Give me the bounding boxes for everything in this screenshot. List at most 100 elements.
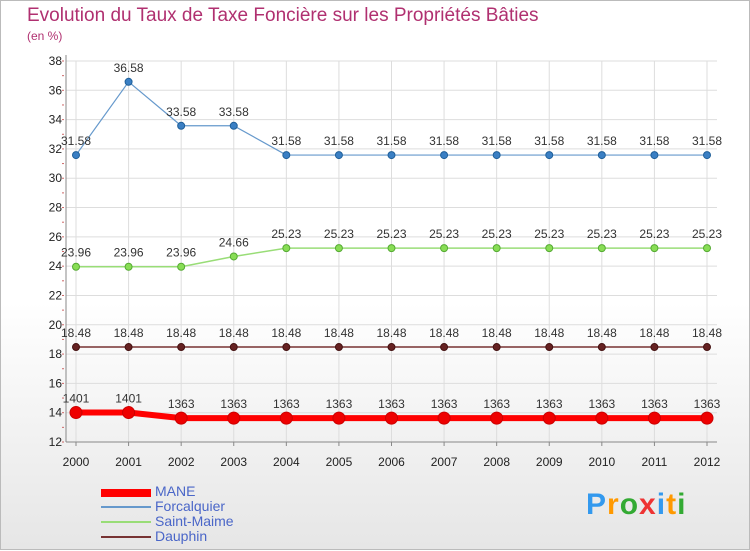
data-label: 1363 bbox=[694, 397, 721, 411]
x-tick-label: 2000 bbox=[63, 455, 90, 469]
data-point bbox=[545, 343, 554, 352]
data-point bbox=[229, 252, 238, 261]
y-tick-label: 14 bbox=[49, 406, 63, 420]
legend-swatch bbox=[101, 536, 151, 538]
data-point bbox=[227, 411, 241, 425]
logo-letter: i bbox=[677, 488, 687, 521]
data-label: 33.58 bbox=[219, 105, 249, 119]
data-label: 18.48 bbox=[324, 326, 354, 340]
data-label: 31.58 bbox=[482, 134, 512, 148]
data-point bbox=[597, 343, 606, 352]
logo-letter: r bbox=[607, 488, 620, 521]
data-point bbox=[229, 121, 238, 130]
data-point bbox=[647, 411, 661, 425]
data-label: 1363 bbox=[431, 397, 458, 411]
data-point bbox=[72, 343, 80, 352]
data-point bbox=[334, 151, 343, 160]
data-label: 24.66 bbox=[219, 235, 249, 249]
data-label: 25.23 bbox=[324, 227, 354, 241]
data-point bbox=[282, 151, 291, 160]
data-point bbox=[492, 151, 501, 160]
data-point bbox=[650, 343, 659, 352]
data-label: 1401 bbox=[115, 392, 142, 406]
x-tick-label: 2001 bbox=[115, 455, 142, 469]
legend-label: MANE bbox=[155, 483, 196, 499]
y-tick-label: 16 bbox=[49, 376, 63, 390]
y-tick-label: 26 bbox=[49, 230, 63, 244]
data-point bbox=[332, 411, 346, 425]
legend-label: Saint-Maime bbox=[155, 513, 234, 529]
data-label: 25.23 bbox=[639, 227, 669, 241]
data-point bbox=[124, 77, 133, 86]
y-tick-label: 22 bbox=[49, 288, 63, 302]
data-labels: 31.58 36.58 33.58 33.58 31.58 31.58 31.58 31.58… bbox=[61, 61, 722, 411]
data-label: 18.48 bbox=[271, 326, 301, 340]
data-point bbox=[279, 411, 293, 425]
data-point bbox=[177, 343, 186, 352]
x-tick-label: 2002 bbox=[168, 455, 195, 469]
legend-label: Dauphin bbox=[155, 528, 208, 544]
data-point bbox=[703, 151, 711, 160]
data-label: 1363 bbox=[483, 397, 510, 411]
data-label: 1363 bbox=[168, 397, 195, 411]
data-point bbox=[122, 406, 136, 420]
x-tick-label: 2005 bbox=[326, 455, 353, 469]
data-point bbox=[387, 244, 396, 253]
legend-swatch bbox=[101, 489, 151, 497]
data-label: 18.48 bbox=[534, 326, 564, 340]
data-point bbox=[282, 244, 291, 253]
data-point bbox=[69, 406, 83, 420]
data-label: 18.48 bbox=[166, 326, 196, 340]
data-point bbox=[334, 343, 343, 352]
data-point bbox=[597, 151, 606, 160]
y-axis-unit: (en %) bbox=[27, 29, 63, 43]
data-label: 31.58 bbox=[61, 134, 91, 148]
y-tick-label: 30 bbox=[49, 171, 63, 185]
data-label: 23.96 bbox=[166, 246, 196, 260]
data-label: 31.58 bbox=[534, 134, 564, 148]
data-label: 25.23 bbox=[587, 227, 617, 241]
data-point bbox=[595, 411, 609, 425]
data-label: 36.58 bbox=[114, 61, 144, 75]
data-label: 25.23 bbox=[692, 227, 722, 241]
x-tick-label: 2003 bbox=[220, 455, 247, 469]
y-tick-label: 20 bbox=[49, 318, 63, 332]
data-label: 23.96 bbox=[114, 246, 144, 260]
data-label: 1401 bbox=[63, 392, 90, 406]
y-tick-label: 34 bbox=[49, 113, 63, 127]
data-point bbox=[174, 411, 188, 425]
x-tick-label: 2008 bbox=[483, 455, 510, 469]
data-label: 25.23 bbox=[482, 227, 512, 241]
proxiti-logo: Proxiti bbox=[586, 488, 686, 522]
y-tick-label: 36 bbox=[49, 83, 63, 97]
data-label: 23.96 bbox=[61, 246, 91, 260]
logo-letter: i bbox=[656, 488, 667, 521]
data-label: 31.58 bbox=[376, 134, 406, 148]
data-point bbox=[229, 343, 238, 352]
data-label: 25.23 bbox=[534, 227, 564, 241]
y-tick-label: 18 bbox=[49, 347, 63, 361]
data-label: 31.58 bbox=[324, 134, 354, 148]
legend-swatch bbox=[101, 506, 151, 508]
data-label: 31.58 bbox=[271, 134, 301, 148]
y-tick-label: 38 bbox=[49, 54, 63, 68]
data-point bbox=[650, 244, 659, 253]
data-label: 31.58 bbox=[692, 134, 722, 148]
data-label: 18.48 bbox=[482, 326, 512, 340]
data-point bbox=[542, 411, 556, 425]
logo-letter: x bbox=[639, 488, 657, 521]
series-lines bbox=[69, 77, 714, 425]
data-label: 1363 bbox=[326, 397, 353, 411]
data-point bbox=[440, 343, 449, 352]
data-point bbox=[387, 343, 396, 352]
data-point bbox=[545, 244, 554, 253]
data-label: 1363 bbox=[273, 397, 300, 411]
data-label: 33.58 bbox=[166, 105, 196, 119]
y-tick-label: 32 bbox=[49, 142, 63, 156]
data-label: 31.58 bbox=[587, 134, 617, 148]
y-tick-label: 24 bbox=[49, 259, 63, 273]
x-tick-label: 2004 bbox=[273, 455, 300, 469]
data-point bbox=[334, 244, 343, 253]
logo-letter: t bbox=[666, 488, 678, 521]
